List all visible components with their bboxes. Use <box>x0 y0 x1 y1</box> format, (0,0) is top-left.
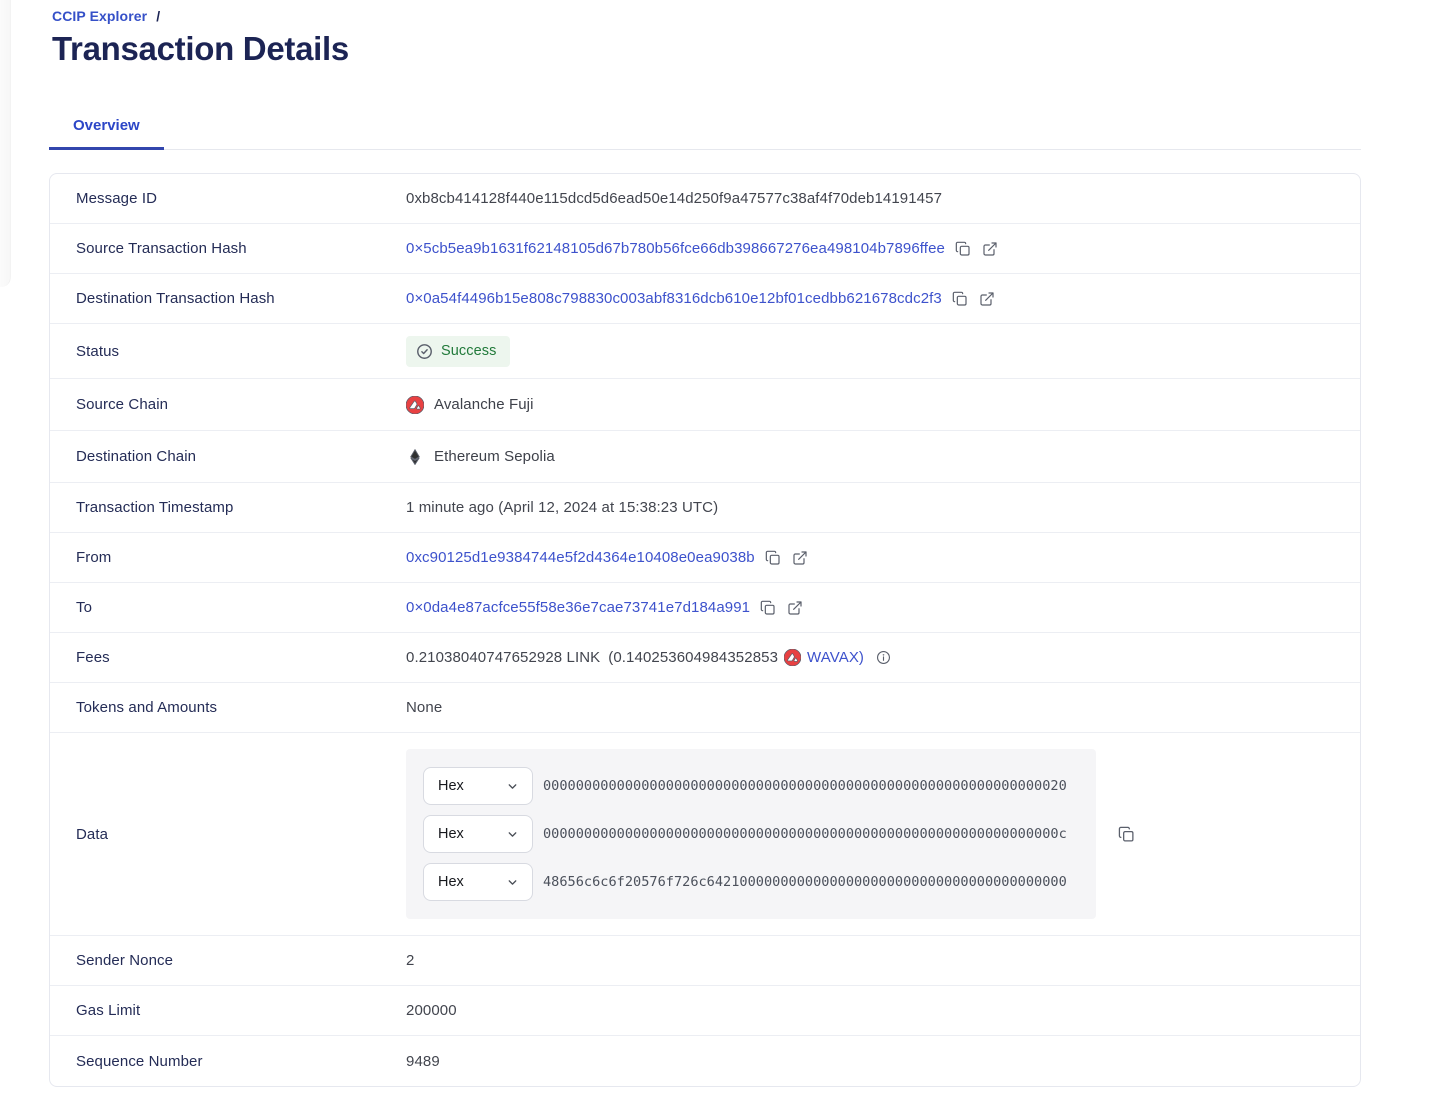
copy-icon[interactable] <box>764 549 782 567</box>
from-label: From <box>76 549 112 566</box>
status-badge: Success <box>406 335 510 367</box>
to-label: To <box>76 599 93 616</box>
row-source-chain: Source Chain Avalanche Fuji <box>50 379 1360 431</box>
row-transaction-timestamp: Transaction Timestamp 1 minute ago (Apri… <box>50 483 1360 533</box>
dest-chain-label: Destination Chain <box>76 448 197 465</box>
data-line: Hex 000000000000000000000000000000000000… <box>423 767 1096 805</box>
source-chain-label: Source Chain <box>76 396 169 413</box>
breadcrumb: CCIP Explorer / <box>52 8 1361 24</box>
fee-wrapped-amount: (0.140253604984352853 <box>608 649 779 666</box>
row-destination-chain: Destination Chain Ethereum Sepolia <box>50 431 1360 483</box>
copy-icon[interactable] <box>951 290 969 308</box>
status-label: Status <box>76 342 120 360</box>
sender-nonce-value: 2 <box>406 952 415 969</box>
fees-label: Fees <box>76 649 110 666</box>
dest-tx-hash-label: Destination Transaction Hash <box>76 290 275 307</box>
timestamp-label: Transaction Timestamp <box>76 499 234 516</box>
info-icon[interactable] <box>874 649 892 667</box>
source-tx-hash-label: Source Transaction Hash <box>76 240 247 257</box>
row-sender-nonce: Sender Nonce 2 <box>50 936 1360 986</box>
check-circle-icon <box>416 343 433 360</box>
wavax-token-link[interactable]: WAVAX) <box>807 649 865 666</box>
external-link-icon[interactable] <box>791 549 809 567</box>
sequence-number-label: Sequence Number <box>76 1052 203 1070</box>
message-id-label: Message ID <box>76 190 158 207</box>
row-message-id: Message ID 0xb8cb414128f440e115dcd5d6ead… <box>50 174 1360 224</box>
avalanche-logo-icon <box>406 395 424 414</box>
tokens-value: None <box>406 699 443 716</box>
sequence-number-value: 9489 <box>406 1052 440 1070</box>
hex-data-value: 0000000000000000000000000000000000000000… <box>543 826 1067 842</box>
page-title: Transaction Details <box>52 30 349 67</box>
copy-icon[interactable] <box>954 240 972 258</box>
sender-nonce-label: Sender Nonce <box>76 952 174 969</box>
data-line: Hex 000000000000000000000000000000000000… <box>423 815 1096 853</box>
row-fees: Fees 0.21038040747652928 LINK (0.1402536… <box>50 633 1360 683</box>
avalanche-logo-icon <box>784 649 802 666</box>
dest-chain-name: Ethereum Sepolia <box>434 448 555 465</box>
data-hex-box: Hex 000000000000000000000000000000000000… <box>406 749 1096 919</box>
external-link-icon[interactable] <box>786 599 804 617</box>
dest-tx-hash-link[interactable]: 0×0a54f4496b15e808c798830c003abf8316dcb6… <box>406 290 942 307</box>
copy-icon[interactable] <box>1117 825 1135 843</box>
breadcrumb-separator: / <box>156 8 161 24</box>
row-destination-transaction-hash: Destination Transaction Hash 0×0a54f4496… <box>50 274 1360 324</box>
hex-format-select[interactable]: Hex <box>423 815 533 853</box>
hex-format-select-value: Hex <box>438 826 464 842</box>
hex-format-select-value: Hex <box>438 778 464 794</box>
chevron-down-icon <box>508 879 517 885</box>
source-tx-hash-link[interactable]: 0×5cb5ea9b1631f62148105d67b780b56fce66db… <box>406 240 945 257</box>
row-sequence-number: Sequence Number 9489 <box>50 1036 1360 1086</box>
fee-link-amount: 0.21038040747652928 LINK <box>406 649 601 666</box>
chevron-down-icon <box>508 831 517 837</box>
details-card: Message ID 0xb8cb414128f440e115dcd5d6ead… <box>49 173 1361 1087</box>
left-edge-shade <box>0 0 11 287</box>
row-to: To 0×0da4e87acfce55f58e36e7cae73741e7d18… <box>50 583 1360 633</box>
data-line: Hex 48656c6c6f20576f726c6421000000000000… <box>423 863 1096 901</box>
row-from: From 0xc90125d1e9384744e5f2d4364e10408e0… <box>50 533 1360 583</box>
from-address-link[interactable]: 0xc90125d1e9384744e5f2d4364e10408e0ea903… <box>406 549 755 566</box>
to-address-link[interactable]: 0×0da4e87acfce55f58e36e7cae73741e7d184a9… <box>406 599 751 616</box>
hex-data-value: 0000000000000000000000000000000000000000… <box>543 778 1067 794</box>
hex-data-value: 48656c6c6f20576f726c64210000000000000000… <box>543 874 1067 890</box>
timestamp-value: 1 minute ago (April 12, 2024 at 15:38:23… <box>406 499 719 516</box>
source-chain-name: Avalanche Fuji <box>434 396 534 413</box>
chevron-down-icon <box>508 783 517 789</box>
row-gas-limit: Gas Limit 200000 <box>50 986 1360 1036</box>
tab-overview[interactable]: Overview <box>49 108 164 150</box>
row-tokens-and-amounts: Tokens and Amounts None <box>50 683 1360 733</box>
status-badge-text: Success <box>441 343 497 359</box>
tab-bar: Overview <box>49 108 1361 150</box>
row-data: Data Hex 0000000000000000000000000000000… <box>50 733 1360 936</box>
hex-format-select[interactable]: Hex <box>423 767 533 805</box>
data-label: Data <box>76 825 109 843</box>
tokens-label: Tokens and Amounts <box>76 699 218 716</box>
breadcrumb-link-ccip-explorer[interactable]: CCIP Explorer <box>52 8 148 24</box>
external-link-icon[interactable] <box>981 240 999 258</box>
row-source-transaction-hash: Source Transaction Hash 0×5cb5ea9b1631f6… <box>50 224 1360 274</box>
message-id-value: 0xb8cb414128f440e115dcd5d6ead50e14d250f9… <box>406 190 943 207</box>
external-link-icon[interactable] <box>978 290 996 308</box>
hex-format-select-value: Hex <box>438 874 464 890</box>
gas-limit-value: 200000 <box>406 1002 457 1019</box>
gas-limit-label: Gas Limit <box>76 1002 141 1019</box>
copy-icon[interactable] <box>759 599 777 617</box>
hex-format-select[interactable]: Hex <box>423 863 533 901</box>
transaction-details-page: CCIP Explorer / Transaction Details Over… <box>49 0 1361 1087</box>
row-status: Status Success <box>50 324 1360 379</box>
ethereum-logo-icon <box>406 448 424 466</box>
